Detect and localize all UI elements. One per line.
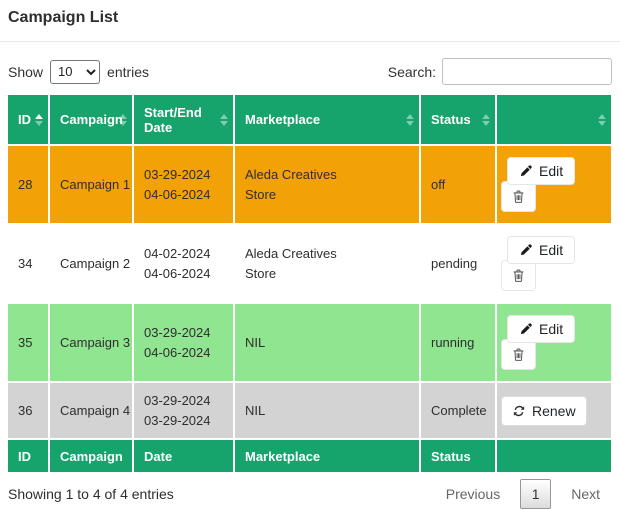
cell-campaign: Campaign 2 <box>60 256 131 271</box>
sort-icon <box>482 113 490 126</box>
refresh-icon <box>513 405 525 416</box>
column-header-actions[interactable] <box>497 95 611 144</box>
trash-icon <box>513 190 524 203</box>
cell-status: off <box>431 177 446 192</box>
marketplace-text: NIL <box>245 402 266 418</box>
cell-id: 36 <box>18 403 33 418</box>
cell-id: 28 <box>18 177 33 192</box>
search-control: Search: <box>388 58 612 85</box>
footer-column-date: Date <box>134 440 233 472</box>
column-header-label: Campaign <box>60 112 123 127</box>
pagination-previous[interactable]: Previous <box>445 486 501 502</box>
pencil-icon <box>520 244 532 256</box>
marketplace-text: NIL <box>245 334 266 350</box>
cell-status: pending <box>431 256 478 271</box>
footer-column-id: ID <box>8 440 48 472</box>
renew-button[interactable]: Renew <box>501 395 587 426</box>
cell-marketplace: Aleda Creatives Store <box>235 146 419 223</box>
edit-button-label: Edit <box>539 242 564 258</box>
footer-column-actions <box>497 440 611 472</box>
sort-icon <box>406 113 414 126</box>
start-date: 03-29-2024 <box>144 167 211 182</box>
cell-dates: 03-29-2024 04-06-2024 <box>134 304 233 381</box>
cell-actions: Edit <box>497 146 611 223</box>
cell-status: Complete <box>431 403 487 418</box>
start-date: 03-29-2024 <box>144 393 211 408</box>
column-header-label: Start/End Date <box>144 104 202 135</box>
entries-summary: Showing 1 to 4 of 4 entries <box>8 486 174 502</box>
trash-icon <box>513 269 524 282</box>
cell-id: 34 <box>18 256 33 271</box>
table-row: 34 Campaign 2 04-02-2024 04-06-2024 Aled… <box>8 225 611 302</box>
column-header-campaign[interactable]: Campaign <box>50 95 132 144</box>
column-header-marketplace[interactable]: Marketplace <box>235 95 419 144</box>
renew-button-label: Renew <box>532 402 576 419</box>
end-date: 04-06-2024 <box>144 344 211 360</box>
column-header-id[interactable]: ID <box>8 95 48 144</box>
cell-marketplace: NIL <box>235 304 419 381</box>
edit-button[interactable]: Edit <box>507 236 576 264</box>
trash-icon <box>513 348 524 361</box>
title-divider <box>0 41 620 42</box>
marketplace-text: Aleda Creatives Store <box>245 167 337 202</box>
footer-column-campaign: Campaign <box>50 440 132 472</box>
edit-button-label: Edit <box>539 163 564 179</box>
cell-dates: 03-29-2024 03-29-2024 <box>134 383 233 438</box>
entries-label: entries <box>107 63 150 80</box>
sort-icon <box>35 113 43 126</box>
cell-marketplace: Aleda Creatives Store <box>235 225 419 302</box>
edit-button[interactable]: Edit <box>507 157 576 185</box>
cell-id: 35 <box>18 335 33 350</box>
footer-column-marketplace: Marketplace <box>235 440 419 472</box>
sort-icon <box>598 113 606 126</box>
entries-per-page-select[interactable]: 10 <box>50 59 101 84</box>
cell-status: running <box>431 335 475 350</box>
marketplace-text: Aleda Creatives Store <box>245 246 337 281</box>
page-title: Campaign List <box>8 9 119 26</box>
pagination-next[interactable]: Next <box>571 486 600 502</box>
table-row: 28 Campaign 1 03-29-2024 04-06-2024 Aled… <box>8 146 611 223</box>
start-date: 04-02-2024 <box>144 246 211 261</box>
footer-header-row: ID Campaign Date Marketplace Status <box>8 440 611 472</box>
sort-icon <box>220 113 228 126</box>
table-row: 35 Campaign 3 03-29-2024 04-06-2024 NIL … <box>8 304 611 381</box>
cell-campaign: Campaign 3 <box>60 335 131 350</box>
end-date: 04-06-2024 <box>144 186 211 202</box>
search-label: Search: <box>387 63 436 80</box>
end-date: 03-29-2024 <box>144 412 211 428</box>
entries-length-control: Show 10 entries <box>8 59 150 84</box>
delete-button[interactable] <box>501 181 536 212</box>
campaign-table: ID Campaign Start/End Date Marketplace S… <box>6 93 613 474</box>
sort-icon <box>119 113 127 126</box>
column-header-start-end-date[interactable]: Start/End Date <box>134 95 233 144</box>
table-controls: Show 10 entries Search: <box>8 58 612 85</box>
pencil-icon <box>520 165 532 177</box>
delete-button[interactable] <box>501 339 536 370</box>
column-header-label: ID <box>18 112 31 127</box>
column-header-label: Marketplace <box>245 112 321 127</box>
cell-campaign: Campaign 4 <box>60 403 131 418</box>
delete-button[interactable] <box>501 260 536 291</box>
cell-dates: 04-02-2024 04-06-2024 <box>134 225 233 302</box>
search-input[interactable] <box>442 58 612 85</box>
show-label: Show <box>8 63 44 80</box>
cell-actions: Edit <box>497 225 611 302</box>
pencil-icon <box>520 323 532 335</box>
edit-button-label: Edit <box>539 321 564 337</box>
cell-campaign: Campaign 1 <box>60 177 131 192</box>
table-row: 36 Campaign 4 03-29-2024 03-29-2024 NIL … <box>8 383 611 438</box>
table-info-bar: Showing 1 to 4 of 4 entries Previous 1 N… <box>8 478 612 510</box>
edit-button[interactable]: Edit <box>507 315 576 343</box>
footer-column-status: Status <box>421 440 495 472</box>
header-row: ID Campaign Start/End Date Marketplace S… <box>8 95 611 144</box>
cell-marketplace: NIL <box>235 383 419 438</box>
cell-actions: Renew <box>497 383 611 438</box>
end-date: 04-06-2024 <box>144 265 211 281</box>
column-header-status[interactable]: Status <box>421 95 495 144</box>
column-header-label: Status <box>431 112 471 127</box>
cell-dates: 03-29-2024 04-06-2024 <box>134 146 233 223</box>
start-date: 03-29-2024 <box>144 325 211 340</box>
cell-actions: Edit <box>497 304 611 381</box>
